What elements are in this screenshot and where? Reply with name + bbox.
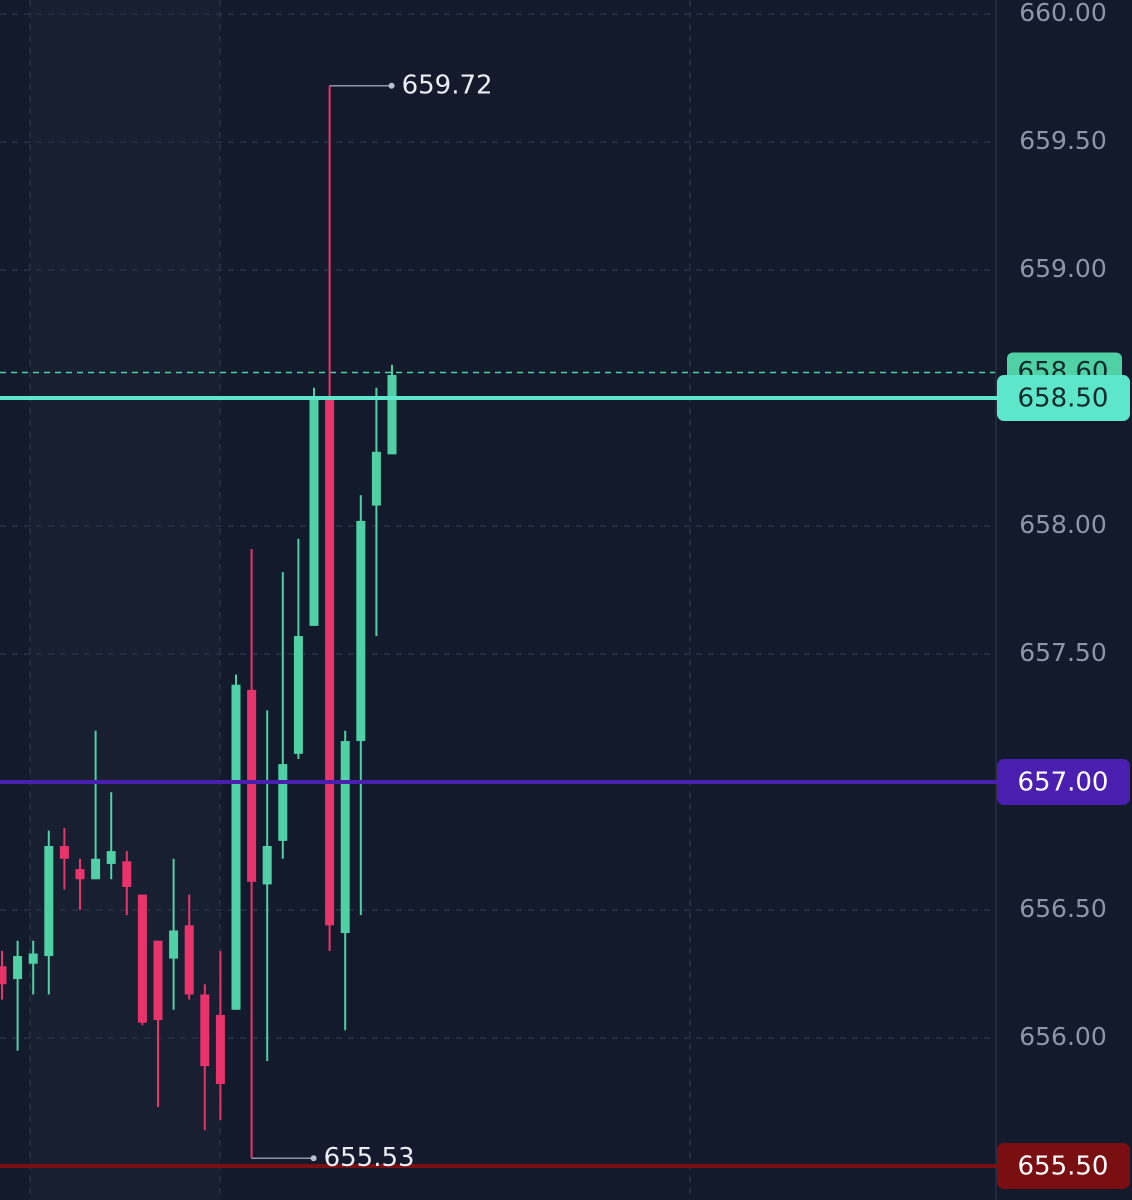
level-tag <box>997 375 1130 422</box>
level-tag <box>997 758 1130 805</box>
y-tick-label: 658.00 <box>1019 510 1106 539</box>
candle-body <box>325 398 335 926</box>
candle-body <box>356 520 366 742</box>
candle-body <box>0 966 7 985</box>
candle-body <box>371 451 381 506</box>
session-shade <box>30 0 220 1200</box>
candle-body <box>231 684 241 1010</box>
candle-body <box>215 1014 225 1085</box>
candle-body <box>91 858 101 880</box>
annotation-dot <box>310 1155 317 1162</box>
candle-body <box>106 851 116 864</box>
y-tick-label: 660.00 <box>1019 0 1106 27</box>
level-tag <box>997 1142 1130 1189</box>
y-tick-label: 659.50 <box>1019 126 1106 155</box>
annotation-dot <box>388 82 395 89</box>
candle-body <box>44 845 54 957</box>
candle-body <box>340 741 350 934</box>
candle-body <box>309 398 319 626</box>
annotation-label: 659.72 <box>402 70 493 100</box>
level-label: 655.50 <box>1018 1151 1109 1181</box>
candle-body <box>13 956 23 980</box>
y-tick-label: 656.00 <box>1019 1022 1106 1051</box>
y-tick-label: 656.50 <box>1019 894 1106 923</box>
candle-body <box>387 375 397 455</box>
candle-body <box>137 894 147 1023</box>
candle-body <box>28 953 38 964</box>
y-tick-label: 657.50 <box>1019 638 1106 667</box>
candle-body <box>200 994 210 1067</box>
candle-body <box>293 636 303 754</box>
candle-body <box>247 689 257 882</box>
candle-body <box>75 869 85 880</box>
annotation-label: 655.53 <box>324 1143 415 1173</box>
candle-body <box>262 845 272 885</box>
level-label: 657.00 <box>1018 767 1109 797</box>
y-tick-label: 659.00 <box>1019 254 1106 283</box>
level-label: 658.50 <box>1018 384 1109 414</box>
candle-body <box>169 930 179 959</box>
candle-body <box>153 940 163 1021</box>
candle-body <box>59 845 69 859</box>
candle-body <box>184 925 194 995</box>
candle-body <box>278 764 288 841</box>
candle-body <box>122 861 132 887</box>
